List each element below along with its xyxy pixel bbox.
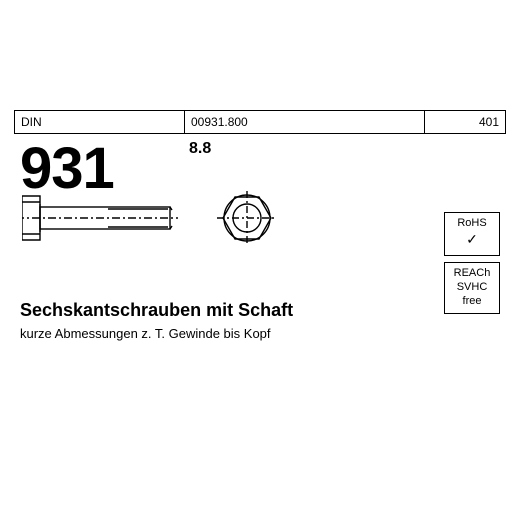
bolt-svg	[22, 190, 292, 250]
grade-label: 8.8	[189, 140, 211, 158]
spec-sheet: DIN 00931.800 401 931 8.8	[14, 110, 506, 410]
rohs-text: RoHS	[447, 217, 497, 231]
product-name: Sechskantschrauben mit Schaft	[20, 300, 293, 321]
product-subtitle: kurze Abmessungen z. T. Gewinde bis Kopf	[20, 326, 271, 341]
reach-line3: free	[447, 295, 497, 309]
bolt-diagram	[22, 190, 292, 250]
header-id: 401	[424, 111, 506, 133]
reach-badge: REACh SVHC free	[444, 262, 500, 314]
header-din: DIN	[14, 111, 184, 133]
header-row: DIN 00931.800 401	[14, 110, 506, 134]
reach-line1: REACh	[447, 267, 497, 281]
check-icon: ✓	[447, 231, 497, 249]
reach-line2: SVHC	[447, 281, 497, 295]
header-code: 00931.800	[184, 111, 424, 133]
rohs-badge: RoHS ✓	[444, 212, 500, 256]
